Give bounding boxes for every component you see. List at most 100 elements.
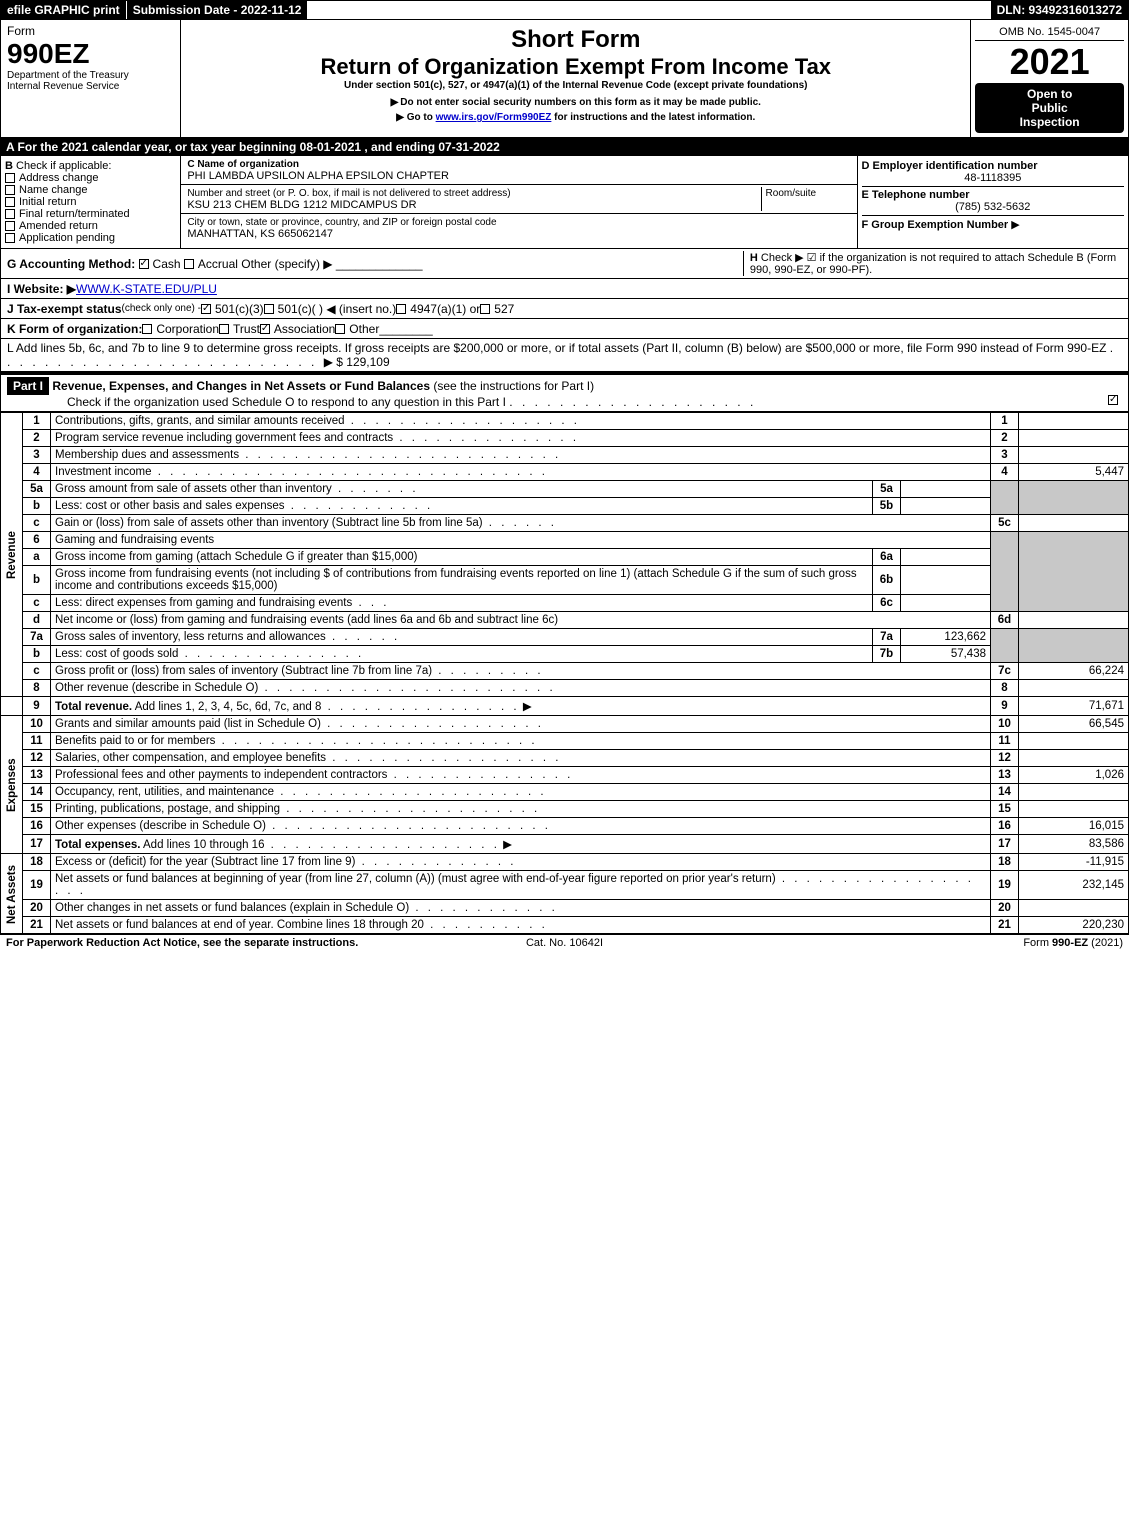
org-name: PHI LAMBDA UPSILON ALPHA EPSILON CHAPTER [187, 170, 449, 182]
checkbox-schedule-o[interactable] [1108, 395, 1118, 405]
sub-value [901, 549, 991, 566]
l-amount: $ 129,109 [336, 355, 389, 369]
city-state-zip: MANHATTAN, KS 665062147 [187, 228, 333, 240]
dept-label: Department of the Treasury [7, 70, 174, 81]
lines-g-l: G Accounting Method: Cash Accrual Other … [0, 249, 1129, 373]
part1-label: Part I [7, 377, 49, 395]
line-desc: Benefits paid to or for members [55, 735, 215, 747]
line-value: 5,447 [1019, 464, 1129, 481]
checkbox-accrual[interactable] [184, 259, 194, 269]
line-desc: Gross profit or (loss) from sales of inv… [55, 665, 432, 677]
cash-label: Cash [153, 257, 181, 271]
line-desc: Gross income from fundraising events (no… [55, 568, 857, 592]
h-text: Check ▶ ☑ if the organization is not req… [750, 252, 1116, 276]
form-number: 990EZ [7, 38, 174, 70]
checkbox-initial-return[interactable] [5, 197, 15, 207]
efile-print-button[interactable]: efile GRAPHIC print [1, 1, 127, 19]
open-public-inspection: Open to Public Inspection [975, 83, 1124, 133]
checkbox-amended-return[interactable] [5, 221, 15, 231]
other-specify-label: Other (specify) [241, 257, 320, 271]
line-value: 220,230 [1019, 917, 1129, 934]
ein-label: D Employer identification number [862, 160, 1124, 172]
4947-label: 4947(a)(1) or [410, 302, 480, 316]
line-value [1019, 900, 1129, 917]
line-value: 66,224 [1019, 663, 1129, 680]
checkbox-corporation[interactable] [142, 324, 152, 334]
g-label: G Accounting Method: [7, 257, 135, 271]
checkbox-cash[interactable] [139, 259, 149, 269]
line-value [1019, 801, 1129, 818]
checkbox-association[interactable] [260, 324, 270, 334]
part1-note: (see the instructions for Part I) [433, 379, 594, 393]
header-center: Short Form Return of Organization Exempt… [181, 20, 970, 137]
l-text: L Add lines 5b, 6c, and 7b to line 9 to … [7, 341, 1106, 355]
checkbox-name-change[interactable] [5, 185, 15, 195]
line-value: 83,586 [1019, 835, 1129, 854]
line-desc: Investment income [55, 466, 152, 478]
part1-title: Revenue, Expenses, and Changes in Net As… [52, 379, 430, 393]
expenses-group-label: Expenses [1, 716, 23, 854]
form-word: Form [7, 24, 174, 38]
return-title: Return of Organization Exempt From Incom… [187, 54, 964, 80]
line-l: L Add lines 5b, 6c, and 7b to line 9 to … [1, 339, 1128, 373]
sub-value [901, 481, 991, 498]
name-label: C Name of organization [187, 159, 299, 170]
revenue-group-label: Revenue [1, 413, 23, 697]
phone-label: E Telephone number [862, 189, 970, 201]
netassets-group-label: Net Assets [1, 854, 23, 934]
initial-return-label: Initial return [19, 196, 76, 208]
j-label: J Tax-exempt status [7, 302, 122, 316]
line-desc: Salaries, other compensation, and employ… [55, 752, 326, 764]
header-left: Form 990EZ Department of the Treasury In… [1, 20, 181, 137]
form990ez-link[interactable]: www.irs.gov/Form990EZ [436, 112, 552, 123]
line-value: 66,545 [1019, 716, 1129, 733]
irs-label: Internal Revenue Service [7, 81, 174, 92]
line-desc: Gross amount from sale of assets other t… [55, 483, 332, 495]
checkbox-4947[interactable] [396, 304, 406, 314]
section-a-bar: A For the 2021 calendar year, or tax yea… [0, 138, 1129, 156]
accrual-label: Accrual [198, 257, 238, 271]
checkbox-501c[interactable] [264, 304, 274, 314]
line-k: K Form of organization: Corporation Trus… [1, 319, 1128, 339]
527-label: 527 [494, 302, 514, 316]
checkbox-501c3[interactable] [201, 304, 211, 314]
checkbox-trust[interactable] [219, 324, 229, 334]
omb-number: OMB No. 1545-0047 [975, 24, 1124, 41]
line-value [1019, 612, 1129, 629]
ein-value: 48-1118395 [862, 172, 1124, 184]
line-desc: Less: cost of goods sold [55, 648, 178, 660]
line-desc: Grants and similar amounts paid (list in… [55, 718, 321, 730]
b-label: B [5, 160, 13, 172]
line-desc: Printing, publications, postage, and shi… [55, 803, 280, 815]
city-label: City or town, state or province, country… [187, 217, 496, 228]
line-desc: Gross sales of inventory, less returns a… [55, 631, 326, 643]
line-desc: Occupancy, rent, utilities, and maintena… [55, 786, 274, 798]
website-link[interactable]: WWW.K-STATE.EDU/PLU [76, 282, 217, 296]
line-value [1019, 784, 1129, 801]
line-value [1019, 680, 1129, 697]
name-change-label: Name change [19, 184, 88, 196]
line-value [1019, 430, 1129, 447]
checkbox-final-return[interactable] [5, 209, 15, 219]
checkbox-application-pending[interactable] [5, 233, 15, 243]
checkbox-address-change[interactable] [5, 173, 15, 183]
line-desc: Gross income from gaming (attach Schedul… [55, 551, 417, 563]
line-desc: Other changes in net assets or fund bala… [55, 902, 409, 914]
line-value [1019, 447, 1129, 464]
phone-value: (785) 532-5632 [862, 201, 1124, 213]
line-desc: Excess or (deficit) for the year (Subtra… [55, 856, 355, 868]
checkbox-other-org[interactable] [335, 324, 345, 334]
paperwork-notice: For Paperwork Reduction Act Notice, see … [6, 937, 378, 949]
part1-sub: Check if the organization used Schedule … [67, 395, 506, 409]
sub-value: 57,438 [901, 646, 991, 663]
tax-year: 2021 [975, 41, 1124, 83]
cat-number: Cat. No. 10642I [378, 937, 750, 949]
financial-table: Revenue 1 Contributions, gifts, grants, … [0, 412, 1129, 934]
checkbox-527[interactable] [480, 304, 490, 314]
part1-header-row: Part I Revenue, Expenses, and Changes in… [0, 373, 1129, 412]
group-exemption-label: F Group Exemption Number [862, 219, 1009, 231]
trust-label: Trust [233, 322, 260, 336]
line-desc: Gain or (loss) from sale of assets other… [55, 517, 483, 529]
line-value [1019, 515, 1129, 532]
line-value [1019, 413, 1129, 430]
